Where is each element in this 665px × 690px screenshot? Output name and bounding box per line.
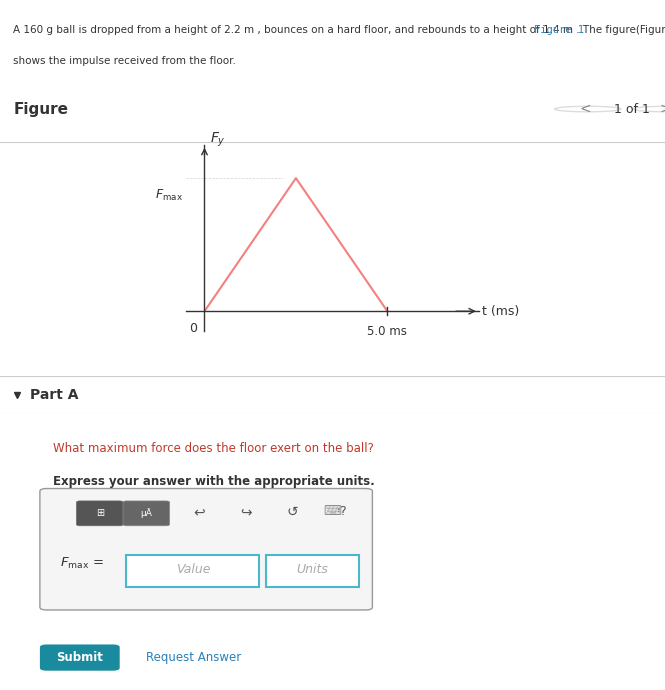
Text: Submit: Submit [57, 651, 103, 664]
Text: $F_\mathrm{max}$ =: $F_\mathrm{max}$ = [60, 555, 104, 571]
Text: 1 of 1: 1 of 1 [614, 103, 650, 115]
Text: ↪: ↪ [240, 505, 252, 519]
Text: Units: Units [297, 564, 329, 576]
Text: ?: ? [339, 506, 346, 518]
Text: Part A: Part A [30, 388, 78, 402]
Text: ↩: ↩ [194, 505, 205, 519]
Text: $F_y$: $F_y$ [210, 130, 226, 149]
Text: shows the impulse received from the floor.: shows the impulse received from the floo… [13, 56, 236, 66]
FancyBboxPatch shape [40, 644, 120, 671]
FancyBboxPatch shape [76, 501, 123, 526]
Text: What maximum force does the floor exert on the ball?: What maximum force does the floor exert … [53, 442, 374, 455]
Text: >: > [659, 102, 665, 116]
Text: Figure: Figure [13, 101, 68, 117]
Text: 5.0 ms: 5.0 ms [368, 324, 407, 337]
Text: ⌨: ⌨ [323, 506, 342, 518]
Text: ↺: ↺ [287, 505, 299, 519]
Text: μÃ: μÃ [140, 508, 152, 518]
FancyBboxPatch shape [40, 489, 372, 610]
Text: 0: 0 [189, 322, 198, 335]
Text: $F_\mathrm{max}$: $F_\mathrm{max}$ [154, 188, 182, 203]
Text: A 160 g ball is dropped from a height of 2.2 m , bounces on a hard floor, and re: A 160 g ball is dropped from a height of… [13, 25, 665, 35]
Text: Express your answer with the appropriate units.: Express your answer with the appropriate… [53, 475, 375, 488]
FancyBboxPatch shape [126, 555, 259, 586]
Text: Request Answer: Request Answer [146, 651, 241, 664]
Text: Figure 1: Figure 1 [534, 25, 584, 35]
FancyBboxPatch shape [266, 555, 359, 586]
Text: t (ms): t (ms) [482, 305, 520, 317]
Text: Value: Value [176, 564, 210, 576]
Text: ⊞: ⊞ [96, 509, 104, 518]
FancyBboxPatch shape [123, 501, 170, 526]
Text: <: < [579, 102, 591, 116]
